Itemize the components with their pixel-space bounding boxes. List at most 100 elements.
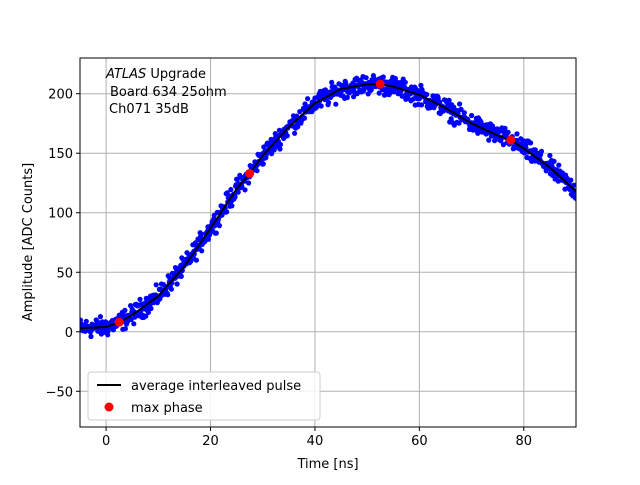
sample-point xyxy=(333,101,339,107)
sample-point xyxy=(418,102,425,108)
sample-point xyxy=(469,112,475,119)
sample-point xyxy=(514,131,520,137)
sample-point xyxy=(168,286,174,292)
sample-point xyxy=(295,124,301,130)
legend-label-max-phase: max phase xyxy=(131,401,203,416)
sample-point xyxy=(528,140,534,146)
annotation-line-2: Board 634 25ohm xyxy=(110,85,227,100)
y-tick-label: 0 xyxy=(65,326,73,341)
sample-point xyxy=(351,94,357,100)
sample-point xyxy=(137,296,143,302)
x-tick-label: 40 xyxy=(307,434,324,449)
sample-point xyxy=(418,82,424,88)
sample-point xyxy=(143,313,149,319)
sample-point xyxy=(457,101,463,107)
annotation-line-1: ATLAS Upgrade xyxy=(105,67,206,82)
sample-point xyxy=(344,94,350,101)
sample-point xyxy=(216,223,222,229)
sample-point xyxy=(148,305,154,312)
x-tick-label: 80 xyxy=(516,434,533,449)
sample-point xyxy=(486,137,492,143)
sample-point xyxy=(343,80,349,86)
sample-point xyxy=(242,187,248,193)
x-tick-label: 0 xyxy=(102,434,110,449)
sample-point xyxy=(380,74,386,80)
legend-box xyxy=(87,371,321,421)
sample-point xyxy=(416,96,422,102)
y-tick-label: 50 xyxy=(56,266,73,281)
sample-point xyxy=(232,194,238,200)
sample-point xyxy=(325,99,332,106)
sample-point xyxy=(505,129,511,135)
sample-point xyxy=(318,103,324,109)
sample-point xyxy=(131,321,137,327)
sample-point xyxy=(571,182,576,188)
sample-point xyxy=(301,115,308,121)
data-layer xyxy=(80,73,576,340)
sample-point xyxy=(165,292,171,298)
sample-point xyxy=(193,257,199,263)
sample-point xyxy=(271,147,277,153)
sample-point xyxy=(178,273,184,279)
x-axis-label: Time [ns] xyxy=(296,457,358,472)
sample-point xyxy=(568,177,574,183)
legend: average interleaved pulse max phase xyxy=(87,371,321,421)
annotation-upgrade: Upgrade xyxy=(146,67,206,82)
sample-point xyxy=(305,96,311,102)
sample-point xyxy=(97,314,103,320)
legend-label-average: average interleaved pulse xyxy=(131,379,301,394)
sample-point xyxy=(437,99,443,105)
sample-point xyxy=(174,281,180,287)
y-tick-label: 200 xyxy=(48,88,73,103)
sample-point xyxy=(213,230,219,236)
annotation-atlas: ATLAS xyxy=(105,67,146,82)
sample-point xyxy=(461,110,467,116)
sample-point xyxy=(329,79,335,85)
sample-point xyxy=(547,152,553,159)
sample-point xyxy=(153,282,159,288)
y-tick-label: 100 xyxy=(48,207,73,222)
average-pulse-line xyxy=(80,83,576,330)
sample-point xyxy=(269,151,275,157)
plot-area xyxy=(80,58,576,427)
sample-point xyxy=(292,130,298,136)
sample-point xyxy=(424,91,430,98)
sample-point xyxy=(122,326,128,332)
max-phase-point xyxy=(375,79,385,89)
sample-point xyxy=(254,168,260,174)
sample-point xyxy=(105,332,111,338)
annotation: ATLAS Upgrade Board 634 25ohm Ch071 35dB xyxy=(105,67,227,117)
sample-point xyxy=(83,318,89,324)
sample-point xyxy=(556,162,562,168)
sample-point xyxy=(551,158,557,164)
x-tick-label: 60 xyxy=(411,434,428,449)
sample-point xyxy=(260,161,266,167)
sample-point xyxy=(456,120,462,126)
sample-point xyxy=(235,189,241,195)
sample-point xyxy=(224,209,230,215)
sample-point xyxy=(354,91,360,97)
sample-point xyxy=(199,248,205,254)
sample-point xyxy=(446,97,452,103)
sample-point xyxy=(88,333,94,340)
sample-point xyxy=(435,95,441,101)
ticks: 0 20 40 60 80 −50 0 50 100 150 200 xyxy=(46,88,533,449)
sample-point xyxy=(228,187,234,193)
sample-point xyxy=(277,146,283,152)
sample-point xyxy=(376,90,382,96)
sample-point xyxy=(80,317,84,323)
sample-point xyxy=(145,309,151,315)
x-tick-label: 20 xyxy=(202,434,219,449)
sample-point xyxy=(198,231,204,237)
max-phase-point xyxy=(506,135,516,145)
max-phase-point xyxy=(245,168,255,178)
sample-point xyxy=(205,236,211,242)
sample-point xyxy=(94,318,100,324)
legend-marker-swatch xyxy=(104,402,114,412)
max-phase-point xyxy=(114,317,124,327)
sample-point xyxy=(458,106,464,112)
sample-point xyxy=(478,119,484,125)
sample-point xyxy=(246,180,252,186)
